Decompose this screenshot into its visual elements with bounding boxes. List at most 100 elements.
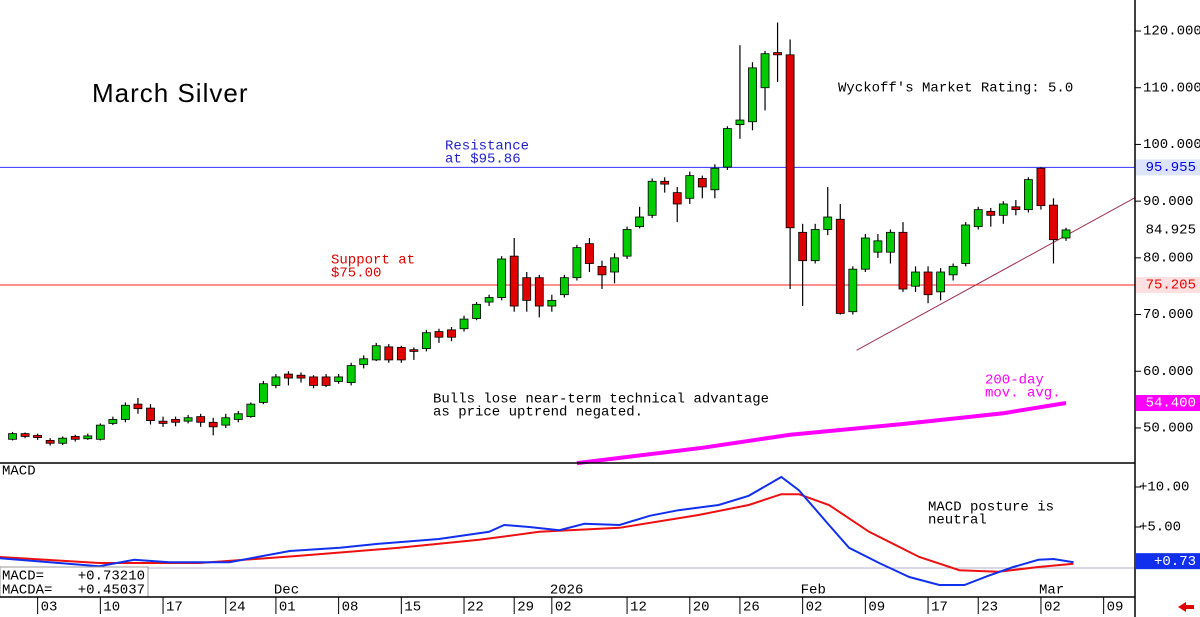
month-label: Feb [801,583,826,599]
candle-body [986,210,996,216]
candle-body [296,374,306,379]
candle-body [45,440,55,444]
readout-box [0,566,149,598]
candle-body [898,231,908,290]
readout-value: +0.73210 [78,569,145,585]
candle-body [271,376,281,386]
candle-body [1023,179,1033,211]
candle-body [95,424,105,440]
candle-body [911,271,920,287]
candle-body [660,180,670,185]
candle-body [20,433,30,437]
macd-line [0,475,1074,586]
y-tick-label: +10.00 [1139,480,1189,496]
y-tick-label: 90.000 [1143,194,1193,210]
candle-body [710,167,720,191]
price-marker-box [1136,395,1200,412]
moving-average [576,401,1067,466]
candle-body [384,346,394,361]
candle-body [835,218,845,314]
candle-body [1049,204,1058,241]
price-marker-box [1136,553,1200,570]
trendline [856,197,1136,351]
candle-body [396,347,406,361]
annotation: as price uptrend negated. [433,405,643,421]
x-tick-label: 02 [1044,600,1061,616]
candle-body [961,224,971,264]
candle-body [8,433,17,440]
annotation: at $95.86 [445,152,521,168]
candle-body [559,277,569,296]
candle-body [33,434,43,438]
x-tick-label: 02 [555,600,572,616]
candle-body [1061,229,1071,239]
candle-body [146,407,155,421]
month-label: Mar [1039,583,1064,599]
candle-body [321,376,331,386]
candle-body [334,376,344,382]
y-tick-label: 60.000 [1143,364,1193,380]
x-tick-label: 23 [981,600,998,616]
candle-body [221,417,231,426]
ma-label: mov. avg. [985,386,1061,402]
candle-body [434,331,444,338]
month-label: 2026 [550,583,584,599]
candle-body [672,192,682,205]
candle-body [409,349,419,352]
candle-body [998,203,1008,216]
candle-body [233,413,243,420]
scroll-arrow[interactable] [1178,602,1194,612]
candle-body [1036,167,1046,207]
candle-body [83,435,93,440]
candle-body [346,365,356,383]
x-tick-label: 17 [166,600,183,616]
candle-body [246,403,256,418]
y-tick-label: 120.000 [1143,24,1200,40]
price-marker-box [1136,159,1200,176]
candle-body [773,52,782,56]
candle-body [359,358,369,365]
x-tick-label: 01 [279,600,296,616]
annotation: Bulls lose near-term technical advantage [433,392,769,408]
candle-body [183,417,193,422]
candle-body [309,376,318,386]
x-tick-label: 02 [806,600,823,616]
candle-body [622,229,632,257]
chart-title: March Silver [92,78,248,108]
candle-body [133,403,143,410]
candle-body [547,299,557,307]
candle-body [610,257,619,273]
candle-body [509,255,519,307]
annotation: MACD posture is [928,500,1054,516]
readout-name: MACDA= [2,583,52,599]
candle-body [735,119,745,125]
candle-body [748,67,757,123]
candle-body [936,271,946,293]
annotation: neutral [928,513,987,529]
x-tick-label: 29 [517,600,534,616]
candle-body [685,175,695,199]
x-tick-label: 09 [1107,600,1124,616]
candle-body [196,416,206,423]
candle-body [585,243,594,264]
x-tick-label: 10 [103,600,120,616]
x-tick-label: 22 [467,600,484,616]
candle-body [534,277,544,307]
price-marker-label: +0.73 [1154,554,1196,570]
candle-body [108,419,118,424]
candle-body [58,437,68,444]
x-tick-label: 12 [630,600,647,616]
candle-body [158,420,168,424]
price-marker-box [1136,221,1200,238]
candle-body [371,345,381,361]
annotation: Wyckoff's Market Rating: 5.0 [838,81,1073,97]
candle-body [472,303,481,319]
readout-value: +0.45037 [78,583,145,599]
candle-body [860,237,870,270]
y-tick-label: 50.000 [1143,421,1193,437]
panel-title: MACD [2,464,36,480]
candle-body [798,231,808,262]
candle-body [723,128,732,168]
